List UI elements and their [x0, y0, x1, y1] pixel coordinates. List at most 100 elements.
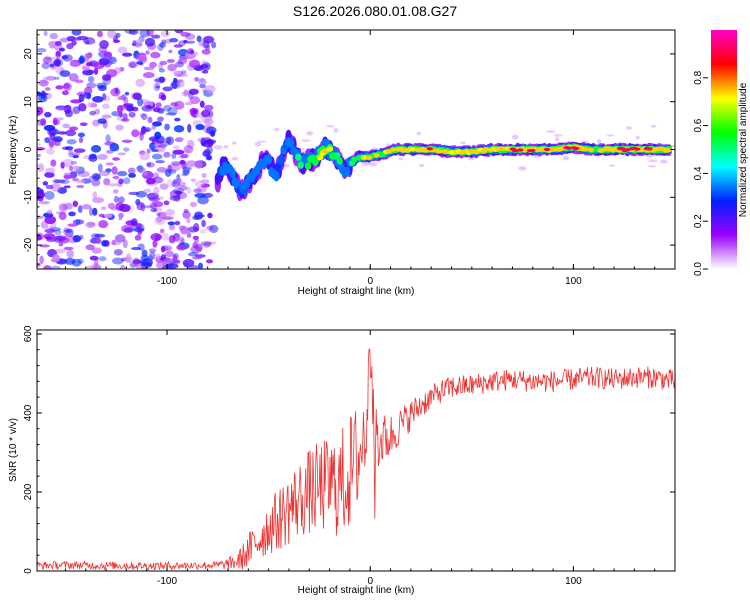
noise-blob — [44, 215, 57, 225]
noise-blob — [146, 30, 154, 37]
noise-blob — [60, 161, 65, 169]
noise-blob — [72, 165, 80, 171]
noise-blob — [192, 235, 199, 240]
noise-blob — [121, 52, 133, 57]
noise-blob — [61, 90, 69, 96]
noise-blob — [203, 117, 214, 126]
noise-blob — [89, 255, 99, 261]
noise-blob — [150, 207, 158, 213]
noise-blob — [192, 242, 198, 249]
noise-blob — [83, 92, 92, 99]
noise-blob — [172, 187, 185, 194]
noise-blob — [141, 113, 148, 121]
noise-blob — [128, 62, 137, 69]
noise-blob — [113, 195, 119, 203]
noise-blob — [122, 147, 130, 152]
noise-blob — [45, 184, 54, 190]
noise-blob — [77, 258, 84, 264]
noise-blob — [142, 71, 155, 79]
noise-blob — [52, 117, 58, 126]
noise-blob — [139, 113, 146, 118]
snr-ticks: -100 0 100 0 200 400 600 — [23, 325, 676, 587]
ridge-cell — [499, 146, 507, 151]
noise-blob — [174, 220, 181, 226]
noise-blob — [183, 208, 189, 214]
noise-blob — [155, 160, 165, 164]
noise-blob — [124, 91, 130, 96]
noise-blob — [143, 205, 154, 209]
faint-blob — [231, 141, 237, 145]
noise-blob — [49, 32, 59, 40]
noise-blob — [70, 160, 78, 165]
faint-blob — [562, 155, 570, 161]
noise-blob — [77, 132, 86, 138]
noise-blob — [186, 217, 191, 224]
noise-blob — [123, 227, 133, 233]
ridge-cell — [351, 156, 358, 163]
ridge-cell — [565, 146, 573, 150]
noise-blob — [154, 131, 162, 140]
noise-blob — [44, 92, 53, 100]
noise-blob — [72, 106, 81, 115]
noise-blob — [97, 153, 108, 161]
noise-blob — [53, 76, 60, 81]
noise-blob — [204, 85, 216, 94]
faint-blob — [608, 164, 616, 167]
faint-blob — [659, 159, 668, 164]
noise-blob — [128, 191, 140, 196]
noise-blob — [57, 131, 67, 135]
noise-blob — [98, 213, 105, 218]
ridge-cell — [582, 147, 590, 152]
ridge-cell — [587, 147, 595, 153]
colorbar-tick-label: 0.2 — [693, 214, 704, 228]
noise-blob — [72, 235, 82, 243]
noise-blob — [176, 244, 187, 251]
noise-blob — [166, 179, 177, 188]
spectrogram-ytick-label: 20 — [23, 48, 34, 60]
noise-blob — [91, 145, 102, 153]
ridge-cell — [543, 147, 551, 152]
noise-blob — [174, 30, 184, 34]
noise-blob — [70, 152, 81, 156]
noise-blob — [37, 106, 44, 116]
noise-blob — [185, 40, 196, 44]
colorbar-tick-label: 0.0 — [693, 262, 704, 276]
ridge-cell — [360, 155, 368, 160]
noise-blob — [77, 205, 83, 213]
noise-blob — [180, 31, 191, 37]
noise-blob — [197, 262, 203, 269]
noise-blob — [103, 51, 112, 59]
noise-blob — [50, 159, 57, 167]
noise-blob — [154, 144, 166, 153]
spectrogram-xtick-label: -100 — [157, 276, 177, 287]
noise-blob — [116, 112, 122, 121]
noise-blob — [188, 91, 194, 100]
faint-blob — [626, 126, 632, 130]
noise-blob — [52, 58, 64, 68]
noise-blob — [165, 136, 172, 144]
faint-blob — [597, 139, 602, 144]
noise-blob — [152, 121, 162, 127]
noise-blob — [98, 256, 107, 262]
noise-blob — [181, 173, 187, 177]
noise-blob — [162, 216, 174, 221]
colorbar: 0.0 0.2 0.4 0.6 0.8 Normalized spectral ampl… — [693, 30, 749, 276]
noise-blob — [118, 178, 124, 185]
noise-blob — [193, 188, 202, 194]
noise-blob — [176, 73, 188, 77]
faint-blob — [546, 130, 556, 133]
noise-blob — [38, 200, 51, 205]
noise-blob — [44, 87, 51, 91]
faint-blob — [650, 124, 657, 128]
colorbar-tick-label: 0.8 — [693, 70, 704, 84]
snr-xlabel: Height of straight line (km) — [298, 585, 415, 596]
noise-blob — [167, 63, 177, 72]
noise-blob — [192, 256, 202, 260]
noise-blob — [72, 219, 85, 225]
spectrogram-ytick-label: 10 — [23, 96, 34, 108]
noise-blob — [156, 215, 163, 223]
spectrogram-ytick-label: 0 — [23, 146, 34, 152]
noise-blob — [209, 130, 216, 137]
noise-blob — [108, 56, 117, 65]
